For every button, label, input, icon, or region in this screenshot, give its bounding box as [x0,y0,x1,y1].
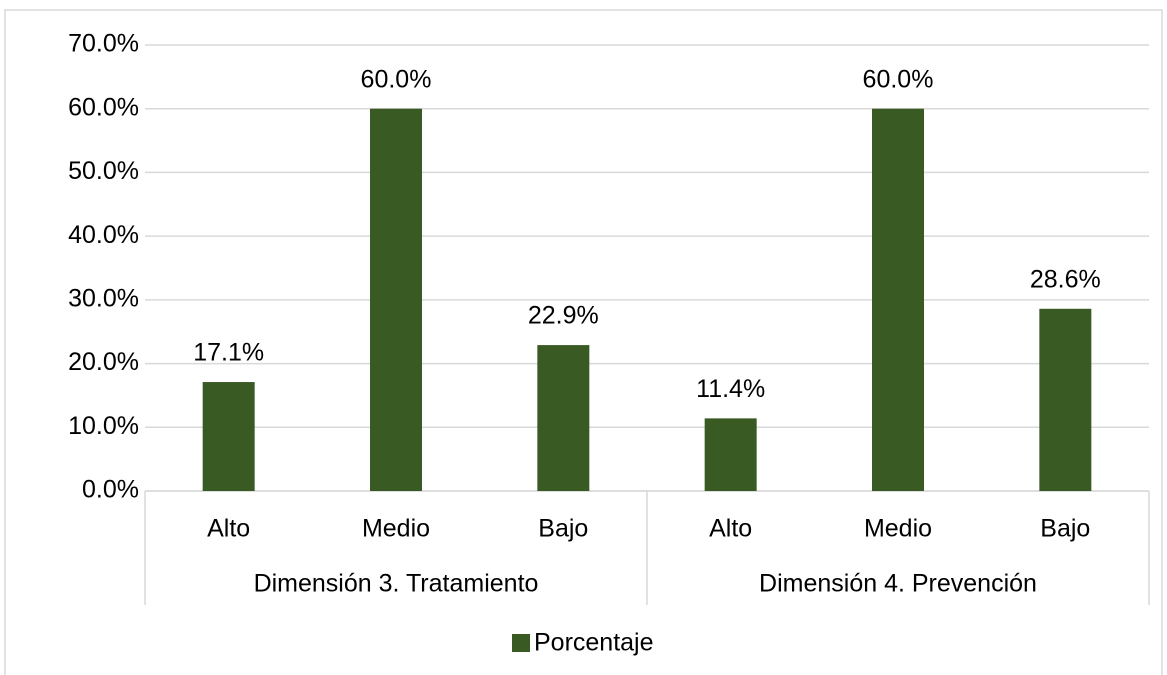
data-label: 60.0% [863,65,934,93]
y-tick-label: 10.0% [68,412,139,440]
data-label: 28.6% [1030,265,1101,293]
y-tick-label: 20.0% [68,348,139,376]
y-tick-label: 30.0% [68,284,139,312]
data-label: 17.1% [193,339,264,367]
group-label: Dimensión 3. Tratamiento [254,570,539,598]
y-tick-label: 0.0% [82,476,139,504]
x-tick-label: Medio [362,515,430,543]
bar [202,382,255,491]
legend-label: Porcentaje [534,629,654,657]
x-tick-label: Medio [864,515,932,543]
group-label: Dimensión 4. Prevención [759,570,1037,598]
x-tick-label: Alto [207,515,250,543]
bar [537,345,590,491]
bar [1039,308,1092,491]
legend-swatch [512,634,530,652]
data-label: 22.9% [528,302,599,330]
y-tick-label: 70.0% [68,30,139,58]
data-label: 11.4% [696,375,765,403]
data-label: 60.0% [361,65,432,93]
x-tick-label: Bajo [1040,515,1090,543]
y-tick-label: 40.0% [68,221,139,249]
bar [872,108,924,491]
bar [704,418,757,491]
y-tick-label: 50.0% [68,157,139,185]
y-tick-label: 60.0% [68,93,139,121]
bar [370,108,422,491]
x-tick-label: Bajo [538,515,588,543]
chart-border [4,9,1163,675]
x-tick-label: Alto [709,515,752,543]
